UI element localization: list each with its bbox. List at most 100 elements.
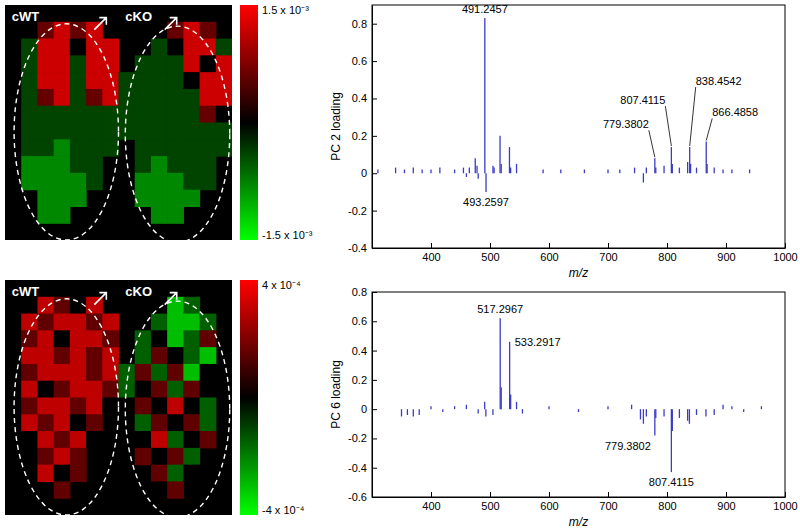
- heat-cell: [135, 55, 152, 72]
- x-tick: 600: [540, 492, 558, 512]
- stem: [689, 409, 690, 424]
- annotation-leader: [665, 106, 671, 146]
- axis-line: [373, 497, 786, 498]
- heat-cell: [135, 414, 152, 431]
- stem: [619, 169, 620, 173]
- heat-cell: [135, 448, 152, 465]
- section-label: cWT: [12, 284, 40, 299]
- section-outline: [125, 26, 229, 242]
- stem: [607, 169, 608, 173]
- heat-cell: [70, 330, 87, 347]
- orientation-arrow: [165, 18, 177, 30]
- heat-cell: [37, 297, 54, 314]
- peak-label: 533.2917: [515, 336, 561, 348]
- heat-cell: [86, 414, 103, 431]
- tick-label: 700: [599, 500, 617, 512]
- heat-cell: [183, 139, 200, 156]
- x-tick: 400: [422, 243, 440, 263]
- heat-cell: [167, 481, 184, 498]
- x-tick: 900: [717, 492, 735, 512]
- heat-cell: [21, 106, 38, 123]
- heat-cell: [183, 398, 200, 415]
- heat-cell: [86, 347, 103, 364]
- tick-mark: [549, 243, 550, 248]
- stem: [548, 406, 549, 409]
- stem: [430, 406, 431, 409]
- peak-label: 807.4115: [620, 94, 665, 106]
- y-tick: -0.2: [348, 432, 377, 444]
- stem: [499, 136, 500, 173]
- heat-cell: [37, 39, 54, 56]
- heat-cell: [70, 173, 87, 190]
- y-axis: -0.6-0.4-0.200.20.40.60.8: [348, 286, 377, 503]
- heat-cell: [21, 139, 38, 156]
- stem: [439, 168, 440, 174]
- heat-cell: [200, 431, 217, 448]
- heat-cell: [183, 431, 200, 448]
- heat-cell: [86, 398, 103, 415]
- heat-cell: [200, 89, 217, 106]
- heat-cell: [151, 106, 168, 123]
- tick-mark: [372, 136, 377, 137]
- heat-cell: [135, 123, 152, 140]
- heat-cell: [216, 89, 232, 106]
- x-tick: 400: [422, 492, 440, 512]
- section-outline: [14, 24, 118, 240]
- heat-cell: [70, 156, 87, 173]
- heat-cell: [86, 431, 103, 448]
- image-background: [5, 280, 232, 515]
- peak-label: 838.4542: [696, 75, 742, 87]
- stem: [655, 409, 656, 418]
- tick-mark: [549, 492, 550, 497]
- heat-cell: [135, 431, 152, 448]
- stem: [679, 168, 680, 174]
- heat-cell: [135, 72, 152, 89]
- y-tick: 0.6: [352, 55, 377, 67]
- stem: [463, 168, 464, 174]
- stem: [749, 169, 750, 173]
- heat-cell: [54, 206, 71, 223]
- heat-cell: [135, 364, 152, 381]
- stem: [640, 409, 641, 419]
- x-tick: 900: [717, 243, 735, 263]
- tick-mark: [372, 98, 377, 99]
- heat-cell: [183, 364, 200, 381]
- heat-cell: [21, 173, 38, 190]
- stem: [689, 147, 690, 173]
- stem: [631, 405, 632, 409]
- heat-cell: [21, 156, 38, 173]
- heat-cell: [183, 106, 200, 123]
- heat-cell: [54, 398, 71, 415]
- stems: [378, 18, 750, 192]
- heat-cell: [167, 156, 184, 173]
- peak-label: 866.4858: [712, 106, 758, 118]
- peak-label: 517.2967: [477, 303, 523, 315]
- cells: [21, 22, 232, 224]
- heat-cell: [54, 381, 71, 398]
- y-axis: -0.4-0.200.20.40.60.8: [348, 6, 377, 255]
- tick-label: 0.6: [352, 315, 367, 327]
- stem: [484, 18, 485, 173]
- heat-cell: [21, 381, 38, 398]
- heat-cell: [21, 55, 38, 72]
- heat-cell: [21, 89, 38, 106]
- heat-cell: [151, 481, 168, 498]
- heat-cell: [86, 89, 103, 106]
- heat-cell: [21, 364, 38, 381]
- tick-label: 1000: [773, 500, 797, 512]
- tick-mark: [490, 492, 491, 497]
- stem: [722, 169, 723, 173]
- x-axis: 4005006007008009001000: [373, 492, 798, 512]
- heat-cell: [54, 347, 71, 364]
- heat-cell: [200, 72, 217, 89]
- y-tick: -0.4: [348, 462, 377, 474]
- stem: [430, 169, 431, 173]
- heat-cell: [151, 448, 168, 465]
- stem: [690, 164, 691, 173]
- heat-cell: [21, 398, 38, 415]
- annotation-leader: [706, 118, 712, 140]
- stem: [731, 406, 732, 409]
- stem: [643, 173, 644, 182]
- y-tick: 0: [361, 167, 377, 179]
- heat-cell: [86, 330, 103, 347]
